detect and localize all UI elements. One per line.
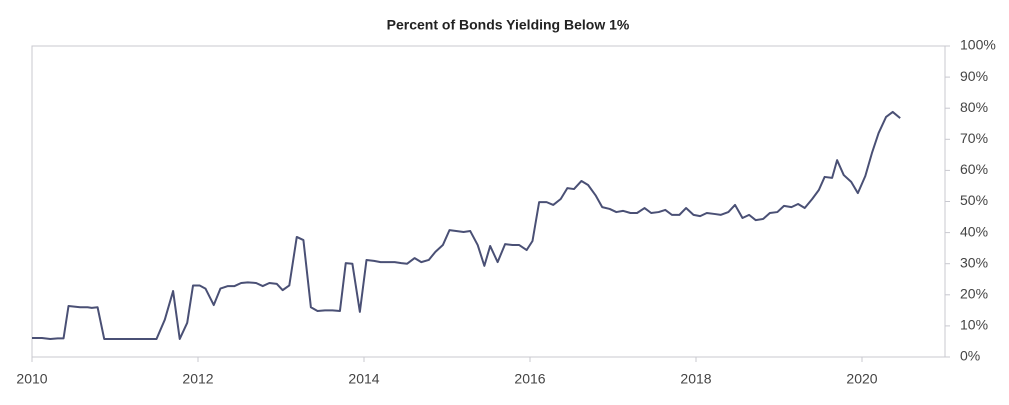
plot-frame (31, 45, 946, 358)
x-tick-label: 2010 (16, 371, 47, 387)
y-tick-label: 20% (960, 286, 988, 302)
data-line (32, 110, 901, 340)
y-tick-label: 10% (960, 317, 988, 333)
y-tick-label: 50% (960, 192, 988, 208)
x-tick-label: 2020 (846, 371, 877, 387)
x-tick-label: 2016 (514, 371, 545, 387)
x-tick-label: 2012 (182, 371, 213, 387)
y-tick-label: 100% (960, 37, 996, 53)
chart-title: Percent of Bonds Yielding Below 1% (387, 17, 630, 33)
y-tick-label: 80% (960, 99, 988, 115)
y-tick-label: 90% (960, 68, 988, 84)
x-tick-label: 2014 (348, 371, 379, 387)
x-tick-label: 2018 (680, 371, 711, 387)
y-tick-label: 0% (960, 348, 980, 364)
y-tick-label: 60% (960, 161, 988, 177)
y-tick-label: 30% (960, 254, 988, 270)
y-tick-label: 40% (960, 223, 988, 239)
y-tick-label: 70% (960, 130, 988, 146)
